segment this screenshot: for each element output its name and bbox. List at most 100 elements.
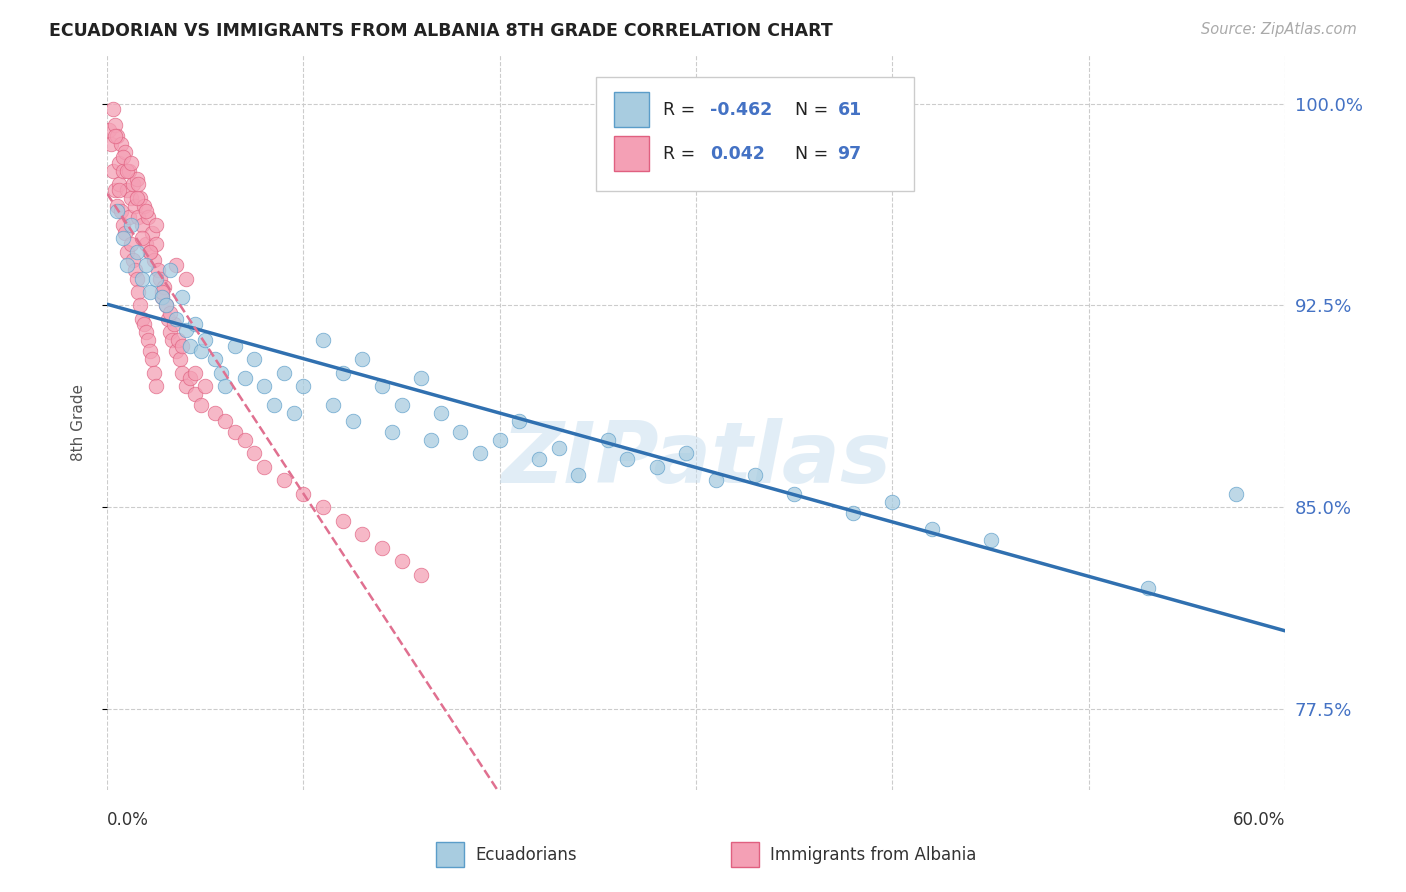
Point [174,271,197,285]
Point [371,541,394,555]
Text: R =: R = [664,145,700,162]
Point [135,258,157,272]
Text: 60.0%: 60.0% [1233,812,1285,830]
Point [411,567,433,582]
Point [145,236,167,251]
Point [155,298,177,312]
Point [134,318,156,332]
Point [118,210,141,224]
Point [273,473,295,487]
Point [704,473,727,487]
Text: 97: 97 [838,145,862,162]
Point [169,352,191,367]
Point [179,371,201,385]
Point [111,231,134,245]
Point [233,371,256,385]
Point [111,218,134,232]
Point [121,178,143,192]
Point [488,433,510,447]
Text: 0.0%: 0.0% [107,812,149,830]
Point [131,218,153,232]
Point [352,352,374,367]
Point [150,290,173,304]
Point [153,279,176,293]
Point [136,334,159,348]
Point [100,136,122,151]
Point [101,164,124,178]
Point [149,271,172,285]
Point [1225,487,1247,501]
Point [120,218,142,232]
Point [105,199,128,213]
Point [174,379,197,393]
Text: -0.462: -0.462 [710,101,772,119]
Point [114,145,136,159]
Point [98,123,121,137]
Point [105,204,128,219]
Point [115,244,138,259]
Point [120,236,142,251]
Point [110,204,132,219]
Point [292,379,315,393]
Text: 0.042: 0.042 [710,145,765,162]
Point [127,210,149,224]
Point [141,226,163,240]
Point [145,271,167,285]
Point [125,191,148,205]
Point [104,183,127,197]
Point [253,459,276,474]
Point [616,451,638,466]
Point [170,366,193,380]
Point [332,366,354,380]
Point [121,252,143,267]
Point [567,467,589,482]
Point [136,210,159,224]
Point [224,425,246,439]
Point [744,467,766,482]
Point [312,334,335,348]
Point [108,183,131,197]
Point [159,306,181,320]
Point [273,366,295,380]
Point [135,204,157,219]
FancyBboxPatch shape [613,136,650,171]
Point [131,271,153,285]
Point [263,398,285,412]
Point [243,352,266,367]
Point [120,155,142,169]
Text: N =: N = [794,145,834,162]
Point [342,414,364,428]
Point [170,339,193,353]
Point [139,244,162,259]
Point [155,298,177,312]
Point [371,379,394,393]
Point [124,199,146,213]
Point [165,258,187,272]
Point [508,414,530,428]
Point [141,352,163,367]
Point [194,379,217,393]
Text: 61: 61 [838,101,862,119]
Point [420,433,443,447]
Point [108,155,131,169]
Point [120,191,142,205]
Point [124,263,146,277]
Point [411,371,433,385]
Point [129,298,152,312]
Point [292,487,315,501]
Point [675,446,697,460]
Point [204,352,226,367]
Text: N =: N = [794,101,834,119]
Point [253,379,276,393]
Point [111,150,134,164]
Point [163,318,186,332]
Point [150,290,173,304]
Point [125,244,148,259]
Point [156,311,179,326]
Point [125,172,148,186]
Point [104,118,127,132]
Point [115,164,138,178]
Point [194,334,217,348]
Point [146,263,169,277]
Point [381,425,404,439]
